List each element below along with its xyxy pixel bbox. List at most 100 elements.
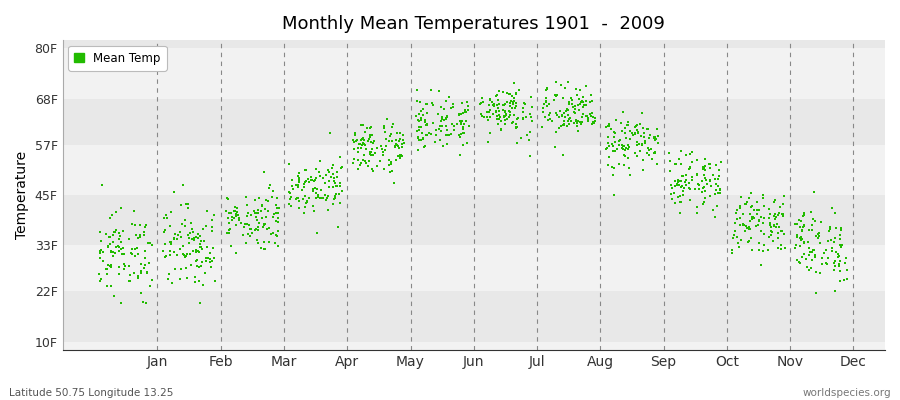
Point: [178, 265, 193, 271]
Point: [752, 246, 767, 253]
Point: [375, 149, 390, 155]
Point: [491, 101, 506, 107]
Point: [752, 217, 766, 224]
Point: [103, 215, 117, 221]
Point: [816, 250, 831, 256]
Point: [767, 213, 781, 219]
Point: [576, 99, 590, 105]
Point: [330, 169, 345, 175]
Point: [623, 136, 637, 143]
Point: [413, 115, 428, 122]
Point: [414, 117, 428, 123]
Point: [570, 92, 584, 98]
Point: [569, 118, 583, 124]
Point: [393, 130, 408, 136]
Point: [771, 235, 786, 241]
Point: [761, 234, 776, 240]
Point: [820, 260, 834, 267]
Point: [313, 172, 328, 179]
Point: [417, 144, 431, 150]
Point: [378, 129, 392, 135]
Point: [508, 124, 523, 130]
Point: [130, 245, 144, 251]
Point: [835, 242, 850, 248]
Point: [832, 236, 847, 242]
Point: [410, 98, 425, 104]
Point: [441, 132, 455, 138]
Point: [497, 102, 511, 108]
Point: [251, 227, 266, 233]
Point: [250, 207, 265, 213]
Point: [794, 234, 808, 240]
Point: [676, 191, 690, 198]
Point: [118, 262, 132, 269]
Point: [685, 149, 699, 156]
Point: [621, 119, 635, 125]
Point: [773, 246, 788, 253]
Point: [112, 236, 127, 242]
Point: [100, 244, 114, 251]
Point: [690, 156, 705, 163]
Point: [497, 113, 511, 120]
Point: [244, 230, 258, 236]
Point: [612, 161, 626, 167]
Point: [364, 132, 378, 138]
Point: [663, 182, 678, 189]
Point: [599, 146, 614, 152]
Point: [825, 245, 840, 251]
Point: [690, 171, 705, 177]
Point: [388, 141, 402, 147]
Point: [137, 229, 151, 236]
Point: [676, 173, 690, 180]
Point: [367, 138, 382, 144]
Point: [796, 223, 811, 229]
Point: [685, 174, 699, 180]
Point: [254, 244, 268, 251]
Point: [756, 231, 770, 238]
Point: [675, 172, 689, 179]
Point: [145, 277, 159, 283]
Point: [331, 223, 346, 230]
Point: [506, 119, 520, 125]
Point: [833, 258, 848, 264]
Point: [166, 189, 181, 195]
Point: [608, 139, 622, 145]
Point: [742, 239, 756, 245]
Point: [262, 225, 276, 231]
Point: [288, 196, 302, 203]
Point: [690, 180, 705, 187]
Point: [351, 157, 365, 163]
Bar: [62, 245, 885, 292]
Point: [648, 137, 662, 143]
Point: [447, 127, 462, 133]
Point: [682, 196, 697, 203]
Point: [789, 220, 804, 227]
Point: [804, 264, 818, 271]
Point: [761, 206, 776, 212]
Point: [742, 195, 756, 202]
Point: [132, 222, 147, 228]
Point: [187, 274, 202, 281]
Point: [415, 136, 429, 142]
Point: [832, 278, 847, 284]
Point: [162, 270, 176, 277]
Point: [498, 117, 512, 123]
Point: [707, 191, 722, 197]
Point: [556, 152, 571, 158]
Point: [335, 188, 349, 194]
Point: [181, 201, 195, 208]
Point: [586, 120, 600, 126]
Point: [453, 133, 467, 140]
Point: [377, 166, 392, 172]
Point: [257, 239, 272, 246]
Point: [264, 231, 278, 237]
Point: [194, 238, 209, 244]
Point: [796, 224, 810, 230]
Point: [292, 174, 307, 181]
Point: [505, 92, 519, 99]
Point: [609, 146, 624, 152]
Point: [305, 176, 320, 183]
Point: [828, 210, 842, 216]
Point: [243, 233, 257, 239]
Point: [664, 191, 679, 197]
